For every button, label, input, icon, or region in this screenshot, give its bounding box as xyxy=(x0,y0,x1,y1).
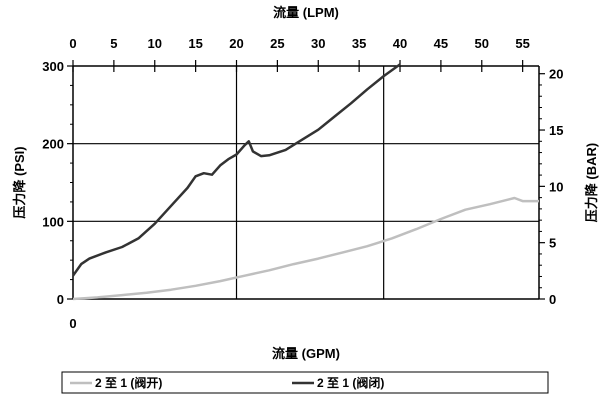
y-left-tick-label: 300 xyxy=(42,59,64,74)
y-right-tick-label: 0 xyxy=(549,292,556,307)
x-top-tick-label: 40 xyxy=(393,36,407,51)
legend-label-2: 2 至 1 (阀闭) xyxy=(317,375,384,390)
series-line-2 xyxy=(71,63,401,277)
x-top-tick-label: 20 xyxy=(229,36,243,51)
x-top-tick-label: 5 xyxy=(110,36,117,51)
y-right-tick-label: 20 xyxy=(549,67,563,82)
x-top-tick-label: 45 xyxy=(434,36,448,51)
series-line-1 xyxy=(72,196,539,301)
x-top-tick-label: 30 xyxy=(311,36,325,51)
x-top-tick-label: 35 xyxy=(352,36,366,51)
x-top-tick-label: 55 xyxy=(515,36,529,51)
y-right-axis-title: 压力降 (BAR) xyxy=(584,143,599,222)
y-left-axis-title: 压力降 (PSI) xyxy=(12,146,27,218)
y-left-tick-label: 200 xyxy=(42,137,64,152)
x-top-tick-label: 25 xyxy=(270,36,284,51)
x-bottom-axis-title: 流量 (GPM) xyxy=(272,346,340,361)
y-right-tick-label: 15 xyxy=(549,123,563,138)
x-top-axis-title: 流量 (LPM) xyxy=(273,5,339,20)
y-left-tick-label: 0 xyxy=(57,292,64,307)
x-top-tick-label: 0 xyxy=(69,36,76,51)
y-left-tick-label: 100 xyxy=(42,214,64,229)
legend-label-1: 2 至 1 (阀开) xyxy=(95,376,162,390)
x-bottom-tick-label: 0 xyxy=(69,316,76,331)
x-top-tick-label: 10 xyxy=(148,36,162,51)
x-top-tick-label: 15 xyxy=(188,36,202,51)
y-right-tick-label: 5 xyxy=(549,236,556,251)
y-right-tick-label: 10 xyxy=(549,179,563,194)
x-top-tick-label: 50 xyxy=(475,36,489,51)
